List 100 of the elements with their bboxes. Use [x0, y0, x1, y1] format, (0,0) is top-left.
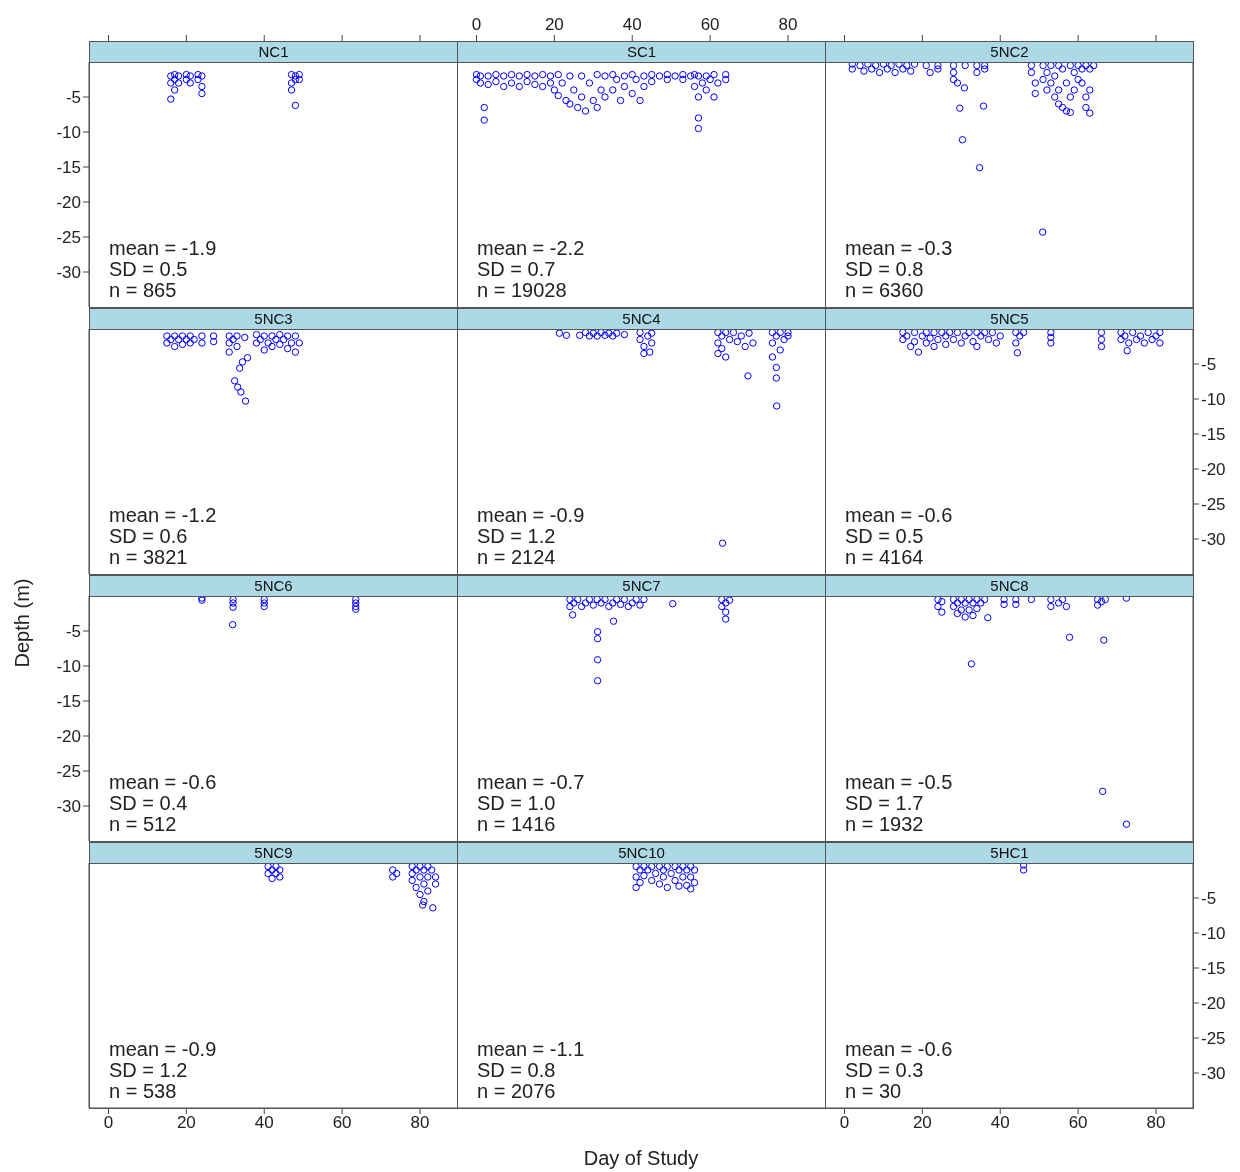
point: [352, 599, 360, 607]
point: [568, 611, 577, 619]
point: [562, 331, 571, 339]
point: [170, 70, 179, 79]
point: [566, 596, 574, 604]
point: [198, 82, 206, 91]
point: [287, 86, 296, 94]
point: [276, 340, 284, 349]
point: [252, 339, 261, 347]
point: [352, 602, 360, 611]
x-tick-label: 20: [544, 15, 564, 34]
point: [967, 660, 976, 668]
point: [209, 332, 218, 340]
point: [424, 887, 432, 895]
point: [283, 332, 292, 340]
point: [283, 344, 292, 353]
point: [593, 677, 602, 685]
point: [225, 339, 233, 347]
point: [953, 599, 962, 607]
point: [581, 329, 590, 337]
chart-title: SC1: [457, 41, 826, 63]
x-tick-label: 40: [990, 1113, 1010, 1133]
point: [772, 332, 781, 340]
point: [636, 866, 644, 874]
point: [725, 335, 734, 344]
point: [768, 339, 777, 347]
point: [352, 596, 360, 604]
point: [663, 863, 671, 871]
point: [233, 332, 241, 340]
point: [268, 342, 276, 351]
point: [194, 70, 202, 79]
point: [980, 596, 989, 604]
point: [686, 863, 695, 871]
annotation: mean = -1.9: [109, 237, 217, 259]
annotation: n = 4164: [845, 546, 925, 568]
point: [1012, 600, 1020, 609]
y-tick-label: -20: [56, 727, 81, 747]
point: [722, 615, 730, 623]
point: [938, 608, 946, 616]
x-tick-label: 60: [332, 1113, 352, 1133]
y-tick-label: -10: [56, 657, 81, 677]
point: [280, 335, 288, 344]
chart-title: 5NC7: [457, 575, 826, 597]
point: [229, 596, 237, 604]
point: [416, 873, 424, 881]
point: [714, 329, 722, 337]
point: [714, 349, 722, 358]
point: [1062, 602, 1071, 611]
annotation: n = 512: [109, 813, 178, 835]
point: [648, 863, 656, 871]
point: [675, 882, 683, 890]
point: [640, 596, 648, 604]
point: [679, 863, 687, 871]
point: [609, 599, 617, 607]
point: [291, 101, 300, 110]
point: [174, 72, 183, 80]
point: [392, 869, 401, 878]
point: [287, 70, 296, 79]
point: [408, 869, 416, 878]
point: [190, 335, 198, 344]
point: [389, 866, 397, 874]
annotation: mean = -0.5: [845, 771, 953, 793]
point: [230, 377, 239, 385]
point: [178, 332, 187, 340]
point: [1058, 596, 1067, 604]
point: [431, 873, 440, 881]
annotation: mean = -0.6: [845, 1038, 953, 1060]
point: [605, 329, 613, 337]
point: [167, 72, 175, 80]
point: [170, 75, 179, 84]
point: [194, 75, 202, 84]
point: [163, 339, 171, 347]
point: [186, 339, 194, 347]
y-tick-label: -15: [56, 158, 81, 178]
point: [234, 383, 242, 391]
y-tick-label: -15: [56, 692, 81, 712]
point: [295, 75, 303, 84]
point: [182, 335, 191, 344]
x-axis-title: Day of Study: [583, 1146, 699, 1170]
point: [198, 339, 206, 347]
annotation: mean = -0.9: [109, 1038, 217, 1060]
point: [198, 89, 206, 98]
point: [690, 878, 699, 887]
point: [984, 614, 992, 622]
x-tick-label: 0: [471, 15, 482, 34]
point: [671, 876, 679, 885]
annotation: mean = -0.3: [845, 237, 953, 259]
point: [648, 339, 656, 347]
point: [585, 332, 594, 340]
y-tick-label: -30: [56, 797, 81, 817]
x-tick-label: 40: [622, 15, 642, 34]
chart-title: 5NC5: [825, 308, 1194, 330]
point: [659, 873, 668, 881]
point: [768, 353, 777, 361]
point: [276, 873, 284, 881]
annotation: SD = 1.2: [109, 1059, 189, 1081]
point: [597, 599, 605, 607]
point: [1097, 597, 1106, 606]
point: [780, 335, 788, 344]
point: [969, 599, 977, 607]
